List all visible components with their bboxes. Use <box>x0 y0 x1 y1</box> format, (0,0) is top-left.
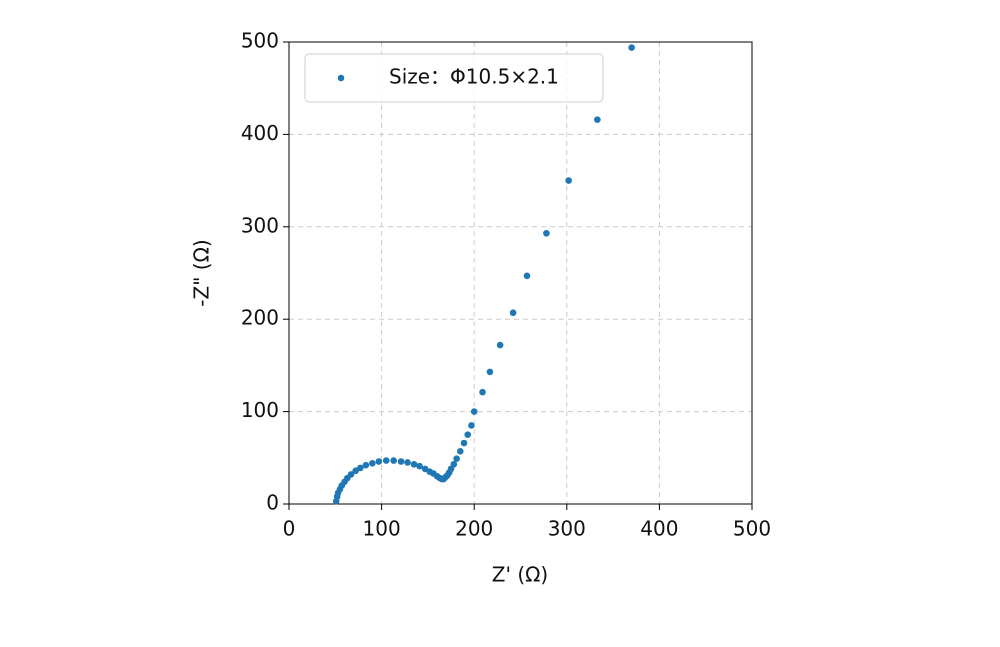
point <box>479 388 486 396</box>
plot-frame <box>288 41 753 505</box>
point <box>457 448 464 455</box>
point <box>460 439 468 447</box>
y-axis-label: -Z" (Ω) <box>190 239 214 306</box>
y-tick-label: 0 <box>266 491 279 515</box>
point <box>357 464 364 472</box>
point <box>347 471 355 478</box>
y-tick-label: 200 <box>241 306 279 330</box>
y-tick-label: 500 <box>241 29 279 53</box>
point <box>404 459 411 466</box>
point <box>486 368 494 376</box>
point <box>397 458 405 465</box>
legend-marker <box>337 74 345 82</box>
x-tick-label: 400 <box>640 517 678 541</box>
point <box>464 431 472 439</box>
point <box>369 460 376 467</box>
point <box>594 116 601 123</box>
point <box>362 461 370 469</box>
point <box>468 422 475 429</box>
legend-label: Size：Φ10.5×2.1 <box>389 65 559 89</box>
y-tick-label: 300 <box>241 213 279 237</box>
point <box>375 458 383 465</box>
point <box>416 462 423 470</box>
point <box>470 408 478 415</box>
point <box>382 457 390 464</box>
y-tick-label: 400 <box>241 121 279 145</box>
point <box>543 229 550 237</box>
point <box>410 460 418 468</box>
point <box>565 177 572 184</box>
point <box>509 309 517 317</box>
x-axis-label: Z' (Ω) <box>492 563 548 587</box>
point <box>390 457 397 464</box>
point <box>453 455 460 463</box>
x-tick-label: 500 <box>733 517 771 541</box>
point <box>628 44 635 51</box>
point <box>496 341 504 349</box>
x-tick-label: 0 <box>283 517 296 541</box>
point <box>450 460 458 468</box>
x-tick-label: 200 <box>455 517 493 541</box>
x-tick-label: 100 <box>363 517 401 541</box>
y-tick-label: 100 <box>241 398 279 422</box>
legend-box <box>304 53 604 103</box>
x-tick-label: 300 <box>548 517 586 541</box>
point <box>523 272 531 280</box>
